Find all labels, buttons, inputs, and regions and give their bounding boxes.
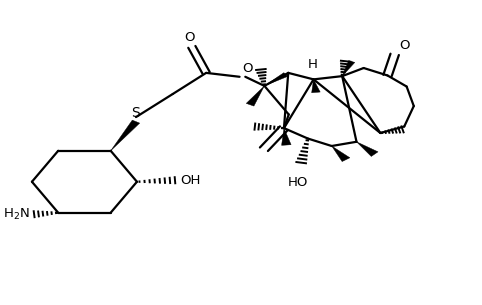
Polygon shape <box>312 79 320 93</box>
Text: H: H <box>308 58 318 71</box>
Polygon shape <box>332 146 350 162</box>
Text: HO: HO <box>288 176 308 189</box>
Text: H$_2$N: H$_2$N <box>3 207 29 222</box>
Polygon shape <box>265 73 288 86</box>
Polygon shape <box>246 86 265 106</box>
Text: O: O <box>400 39 410 52</box>
Text: OH: OH <box>180 174 201 187</box>
Polygon shape <box>357 142 378 156</box>
Polygon shape <box>111 120 140 151</box>
Polygon shape <box>342 61 355 76</box>
Text: S: S <box>132 106 140 120</box>
Polygon shape <box>281 128 291 145</box>
Text: O: O <box>242 62 253 75</box>
Text: O: O <box>184 30 195 44</box>
